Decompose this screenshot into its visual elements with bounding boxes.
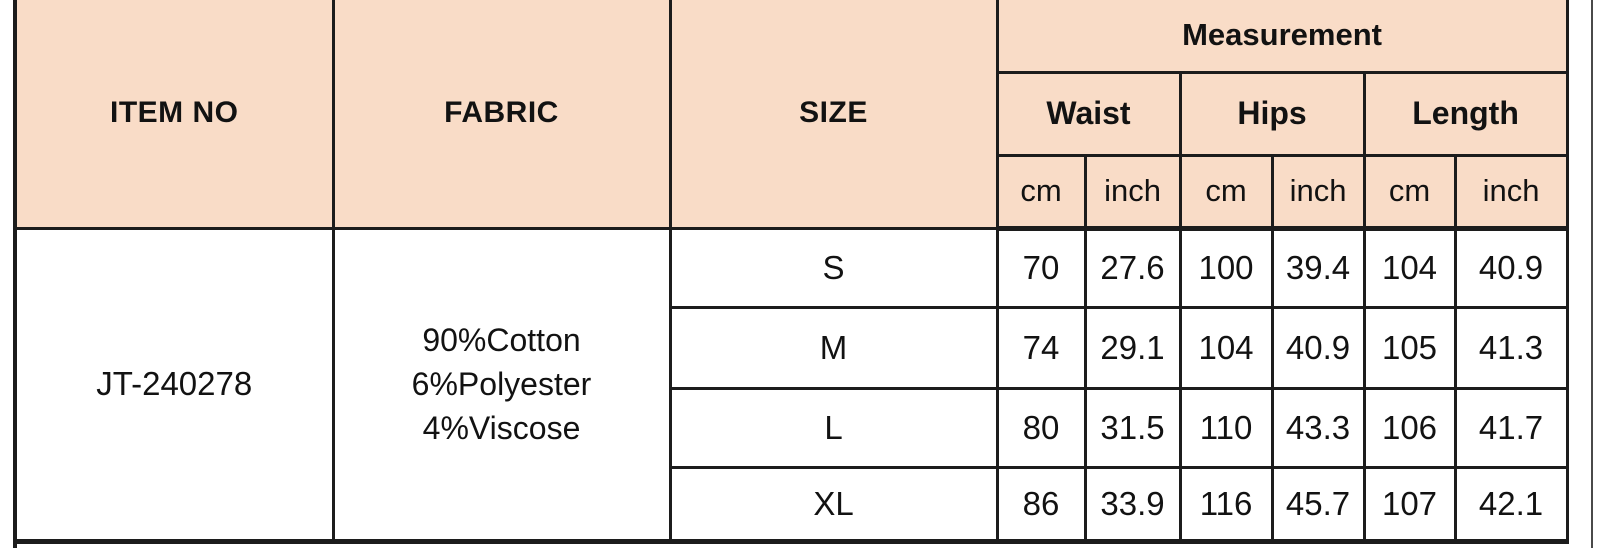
header-group-hips: Hips <box>1178 70 1366 157</box>
header-group-length: Length <box>1362 70 1569 157</box>
size-label: XL <box>668 465 999 543</box>
length-inch-value: 42.1 <box>1453 465 1569 543</box>
fabric-line-3: 4%Viscose <box>422 410 581 446</box>
waist-inch-value: 29.1 <box>1083 305 1182 390</box>
fabric-line-2: 6%Polyester <box>411 366 592 402</box>
header-unit-length-cm: cm <box>1362 153 1457 231</box>
header-item-no: ITEM NO <box>13 0 335 230</box>
waist-cm-value: 70 <box>995 226 1087 309</box>
header-unit-length-inch: inch <box>1453 153 1569 231</box>
hips-cm-value: 116 <box>1178 465 1274 543</box>
hips-cm-value: 104 <box>1178 305 1274 390</box>
hips-cm-value: 100 <box>1178 226 1274 309</box>
size-label: L <box>668 386 999 469</box>
length-cm-value: 107 <box>1362 465 1457 543</box>
size-chart-table: ITEM NO FABRIC SIZE Measurement Waist Hi… <box>13 0 1569 544</box>
table-row-s: JT-240278 90%Cotton 6%Polyester 4%Viscos… <box>13 226 1569 543</box>
size-label: S <box>668 226 999 309</box>
waist-cm-value: 80 <box>995 386 1087 469</box>
length-inch-value: 41.3 <box>1453 305 1569 390</box>
header-unit-waist-cm: cm <box>995 153 1087 231</box>
header-group-waist: Waist <box>995 70 1182 157</box>
hips-inch-value: 40.9 <box>1270 305 1366 390</box>
page-edge-line <box>1591 0 1593 548</box>
table-row-xl: XL 86 33.9 116 45.7 107 42.1 <box>15 465 1569 543</box>
fabric-line-1: 90%Cotton <box>422 322 581 358</box>
item-no-value: JT-240278 <box>13 226 335 543</box>
waist-inch-value: 31.5 <box>1083 386 1182 469</box>
table-row-m: M 74 29.1 104 40.9 105 41.3 <box>15 305 1569 390</box>
size-label: M <box>668 305 999 390</box>
waist-inch-value: 27.6 <box>1083 226 1182 309</box>
waist-cm-value: 86 <box>995 465 1087 543</box>
length-cm-value: 105 <box>1362 305 1457 390</box>
header-size: SIZE <box>668 0 999 230</box>
length-cm-value: 106 <box>1362 386 1457 469</box>
hips-cm-value: 110 <box>1178 386 1274 469</box>
length-inch-value: 40.9 <box>1453 226 1569 309</box>
hips-inch-value: 45.7 <box>1270 465 1366 543</box>
header-unit-hips-inch: inch <box>1270 153 1366 231</box>
waist-inch-value: 33.9 <box>1083 465 1182 543</box>
length-cm-value: 104 <box>1362 226 1457 309</box>
hips-inch-value: 39.4 <box>1270 226 1366 309</box>
hips-inch-value: 43.3 <box>1270 386 1366 469</box>
header-unit-waist-inch: inch <box>1083 153 1182 231</box>
table-row-l: L 80 31.5 110 43.3 106 41.7 <box>15 386 1569 469</box>
length-inch-value: 41.7 <box>1453 386 1569 469</box>
fabric-composition: 90%Cotton 6%Polyester 4%Viscose <box>331 226 672 543</box>
header-measurement: Measurement <box>995 0 1569 74</box>
waist-cm-value: 74 <box>995 305 1087 390</box>
header-unit-hips-cm: cm <box>1178 153 1274 231</box>
header-fabric: FABRIC <box>331 0 672 230</box>
